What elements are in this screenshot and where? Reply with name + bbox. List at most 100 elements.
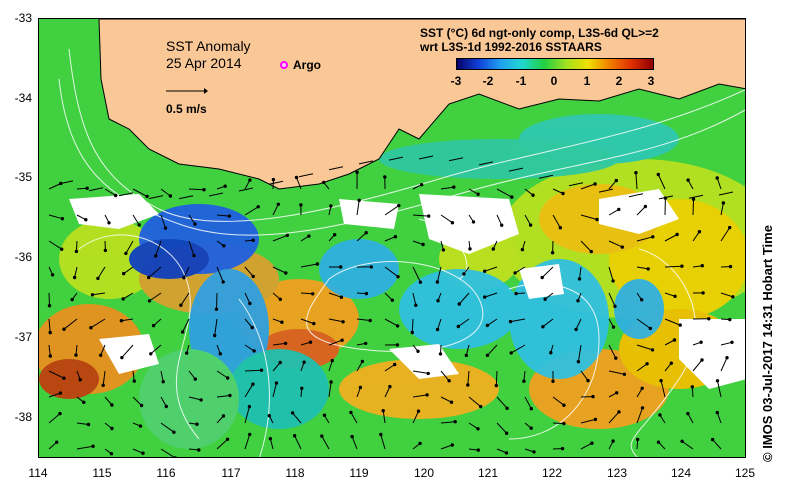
current-arrow	[216, 438, 228, 450]
map-title: SST Anomaly 25 Apr 2014	[166, 38, 251, 72]
current-arrow-head	[300, 386, 304, 390]
current-arrow-head	[453, 420, 457, 424]
current-arrow-head	[151, 323, 156, 328]
current-arrow	[552, 214, 561, 228]
colorbar-tick: 3	[647, 74, 655, 88]
current-arrow-head	[85, 186, 89, 191]
current-arrow	[380, 434, 386, 450]
current-arrow	[523, 370, 526, 382]
current-arrow-head	[393, 362, 397, 367]
current-arrow	[132, 448, 144, 454]
current-arrow	[580, 183, 596, 190]
current-arrow-head	[214, 307, 219, 311]
current-arrow	[468, 188, 479, 195]
current-arrow-head	[520, 247, 525, 252]
current-arrow-head	[329, 380, 333, 384]
current-arrow	[608, 266, 614, 282]
current-arrow-head	[226, 376, 230, 380]
current-arrow	[121, 344, 134, 358]
current-arrow-head	[435, 280, 440, 284]
current-arrow	[300, 318, 314, 325]
current-arrow-head	[643, 204, 648, 209]
current-arrow-head	[99, 353, 103, 357]
current-arrow-head	[259, 368, 264, 372]
current-arrow-head	[728, 225, 732, 230]
argo-label: Argo	[293, 58, 321, 72]
current-arrow-head	[82, 400, 86, 404]
argo-marker-icon	[280, 61, 288, 69]
current-arrow	[384, 386, 391, 398]
current-arrow-head	[84, 218, 88, 222]
current-arrow-head	[107, 221, 111, 225]
current-arrow	[692, 231, 700, 242]
current-arrow	[356, 200, 360, 216]
current-arrow	[238, 187, 254, 192]
current-arrow-head	[715, 176, 719, 180]
current-arrow-head	[58, 411, 62, 416]
current-arrow	[575, 318, 582, 330]
current-arrow-head	[114, 193, 118, 198]
current-arrow	[412, 266, 421, 283]
current-arrow-head	[656, 440, 661, 444]
current-arrow	[716, 177, 722, 190]
current-arrow-head	[427, 214, 431, 218]
x-tick-label: 124	[670, 466, 692, 480]
current-arrow-head	[707, 317, 711, 321]
current-arrow	[104, 188, 116, 196]
x-tick-label: 116	[156, 466, 176, 480]
current-arrow-head	[699, 340, 703, 344]
current-arrow-head	[62, 376, 66, 380]
current-arrow-head	[138, 424, 143, 428]
current-arrow-head	[274, 381, 279, 385]
y-tick-label: -33	[14, 11, 32, 25]
current-arrow-head	[62, 327, 66, 331]
current-arrow-head	[364, 341, 368, 346]
current-arrow	[384, 292, 393, 301]
current-arrow-head	[278, 297, 283, 301]
current-arrow-head	[636, 437, 640, 442]
current-arrow	[178, 195, 194, 200]
current-arrow-head	[447, 379, 451, 383]
current-arrow-head	[438, 352, 443, 356]
current-arrow	[608, 370, 625, 375]
current-arrow-head	[508, 319, 513, 324]
current-arrow	[508, 167, 524, 172]
colorbar-tick: 1	[583, 74, 591, 88]
current-arrow-head	[368, 318, 372, 323]
current-arrow-head	[441, 248, 446, 252]
sst-anomaly-field	[39, 19, 745, 457]
x-tick-label: 118	[285, 466, 305, 480]
current-arrow	[688, 194, 704, 199]
current-arrow	[148, 195, 164, 200]
current-arrow	[580, 442, 593, 450]
current-arrow-head	[416, 409, 421, 413]
current-arrow	[720, 341, 733, 346]
current-arrow-head	[721, 201, 726, 205]
current-arrow	[487, 318, 498, 326]
current-arrow-head	[379, 432, 383, 437]
current-arrow-head	[425, 393, 429, 397]
current-arrow	[90, 318, 106, 329]
current-arrow-head	[418, 280, 423, 284]
current-arrow	[458, 292, 470, 305]
current-arrow-head	[256, 205, 260, 209]
sst-map[interactable]	[38, 18, 746, 458]
current-arrow-head	[620, 245, 624, 249]
current-arrow	[718, 191, 734, 196]
current-arrow-head	[672, 338, 677, 342]
current-arrow-head	[225, 437, 230, 441]
current-arrow-head	[280, 320, 284, 324]
current-arrow	[160, 214, 166, 229]
current-arrow	[356, 361, 363, 372]
current-arrow-head	[574, 327, 578, 332]
current-arrow-head	[390, 298, 394, 302]
current-arrow	[664, 339, 675, 346]
current-arrow-head	[355, 170, 359, 175]
current-arrow	[132, 214, 140, 226]
current-arrow	[358, 160, 374, 165]
current-arrow-head	[615, 391, 619, 395]
current-arrow-head	[78, 378, 82, 382]
current-arrow-head	[410, 330, 414, 335]
current-arrow-head	[161, 380, 165, 384]
current-arrow	[328, 381, 332, 398]
